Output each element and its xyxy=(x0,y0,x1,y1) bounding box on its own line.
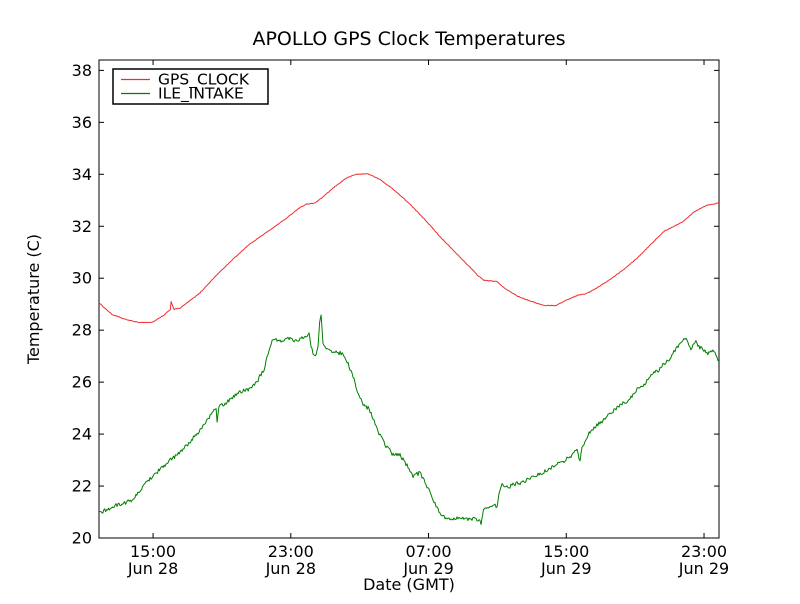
y-axis-label: Temperature (C) xyxy=(24,234,43,365)
x-tick-label-date: Jun 29 xyxy=(402,559,453,578)
x-tick-label-time: 15:00 xyxy=(543,542,589,561)
y-tick-label: 32 xyxy=(72,217,92,236)
legend-label-gps-clock: GPS_CLOCK xyxy=(158,71,250,90)
x-tick-label-date: Jun 29 xyxy=(678,559,729,578)
x-tick-label-time: 07:00 xyxy=(405,542,451,561)
x-tick-label-time: 23:00 xyxy=(268,542,314,561)
series-line-ile_intake xyxy=(99,314,720,525)
series-line-gps_clock xyxy=(98,173,719,324)
chart-title: APOLLO GPS Clock Temperatures xyxy=(252,28,565,50)
legend-label-ile-intake: ILE_INTAKE xyxy=(158,85,244,104)
x-tick-label-date: Jun 28 xyxy=(127,559,178,578)
y-tick-label: 38 xyxy=(72,61,92,80)
legend: GPS_CLOCK ILE_INTAKE xyxy=(112,68,269,105)
legend-box xyxy=(112,68,269,105)
y-tick-label: 28 xyxy=(72,321,92,340)
x-tick-label-date: Jun 29 xyxy=(540,559,591,578)
x-tick-label-date: Jun 28 xyxy=(265,559,316,578)
y-tick-label: 30 xyxy=(72,269,92,288)
y-axis-ticks: 20 22 24 26 28 30 32 34 36 38 xyxy=(72,61,719,548)
y-tick-label: 26 xyxy=(72,373,92,392)
data-series-group xyxy=(98,173,720,525)
x-tick-label-time: 23:00 xyxy=(681,542,727,561)
y-tick-label: 34 xyxy=(72,165,92,184)
y-tick-label: 24 xyxy=(72,425,92,444)
x-tick-label-time: 15:00 xyxy=(130,542,176,561)
plot-border xyxy=(98,59,720,539)
x-axis-label: Date (GMT) xyxy=(363,575,455,594)
y-tick-label: 22 xyxy=(72,477,92,496)
y-tick-label: 20 xyxy=(72,529,92,548)
y-tick-label: 36 xyxy=(72,113,92,132)
